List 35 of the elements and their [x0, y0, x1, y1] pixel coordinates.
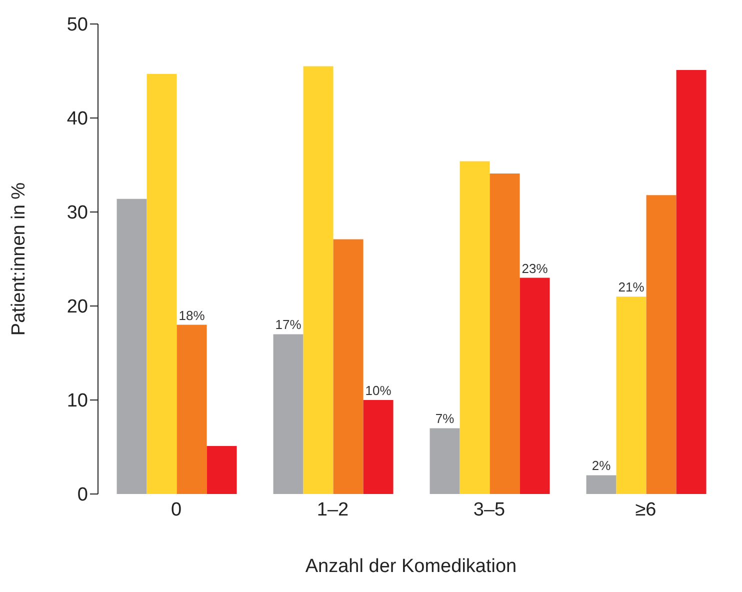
bar	[676, 70, 706, 494]
x-tick-label: 1–2	[316, 499, 349, 520]
bar	[430, 428, 460, 494]
data-label: 17%	[275, 317, 302, 332]
bar	[333, 239, 364, 494]
x-axis-title: Anzahl der Komedikation	[305, 556, 517, 577]
bar	[273, 334, 304, 494]
bar	[586, 475, 616, 494]
bar	[206, 446, 237, 494]
y-tick-label: 10	[66, 390, 88, 412]
bar	[303, 66, 334, 494]
x-tick-label: 0	[170, 499, 182, 520]
data-label: 2%	[592, 458, 612, 474]
y-tick-label: 20	[66, 296, 88, 318]
y-tick-label: 0	[77, 484, 88, 506]
y-tick-label: 30	[66, 202, 88, 224]
y-tick-label: 40	[66, 108, 88, 130]
bar	[176, 324, 207, 494]
bar	[520, 278, 550, 494]
data-label: 10%	[365, 383, 392, 398]
bar	[116, 198, 147, 494]
data-label: 21%	[618, 280, 645, 295]
bar	[146, 74, 177, 494]
data-label: 7%	[435, 411, 455, 426]
x-tick-label: ≥6	[635, 499, 656, 520]
data-label: 23%	[522, 260, 548, 276]
data-label: 18%	[178, 308, 206, 323]
bar	[363, 400, 394, 494]
x-tick-label: 3–5	[473, 499, 506, 520]
bar	[616, 296, 646, 494]
y-axis-title: Patient:innen in %	[8, 182, 30, 336]
y-tick-label: 50	[66, 14, 88, 36]
bar	[646, 195, 676, 494]
bar	[490, 173, 520, 494]
bar	[460, 161, 490, 494]
